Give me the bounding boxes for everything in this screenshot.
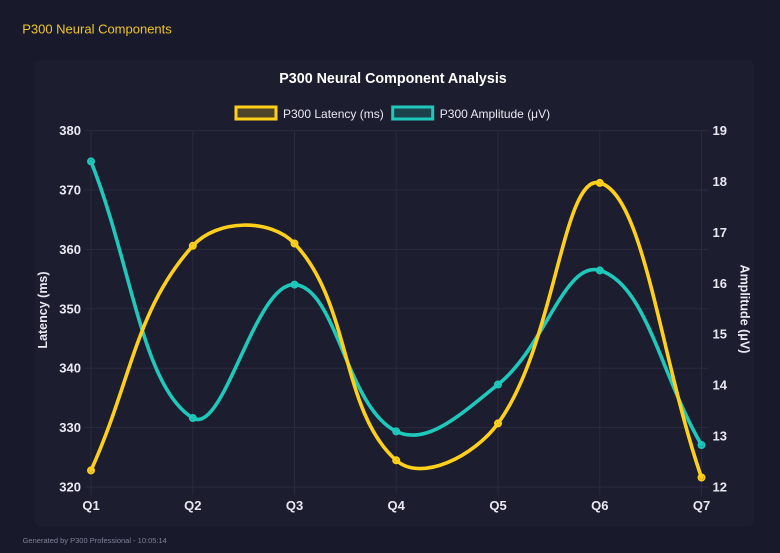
svg-text:330: 330: [59, 420, 81, 435]
svg-text:P300 Latency (ms): P300 Latency (ms): [283, 107, 384, 121]
svg-text:17: 17: [713, 225, 727, 240]
svg-text:P300 Neural Component Analysis: P300 Neural Component Analysis: [279, 71, 507, 87]
svg-text:18: 18: [713, 174, 727, 189]
svg-text:14: 14: [713, 378, 728, 393]
svg-text:15: 15: [713, 327, 727, 342]
svg-text:Q3: Q3: [286, 498, 303, 513]
svg-text:340: 340: [59, 361, 81, 376]
svg-text:Q1: Q1: [82, 498, 99, 513]
svg-text:Q5: Q5: [489, 498, 506, 513]
svg-text:Q7: Q7: [693, 498, 710, 513]
svg-text:Q6: Q6: [591, 498, 608, 513]
svg-text:350: 350: [59, 301, 81, 316]
svg-text:13: 13: [713, 429, 727, 444]
svg-text:320: 320: [59, 480, 81, 495]
svg-text:Q2: Q2: [184, 498, 201, 513]
svg-text:Q4: Q4: [388, 498, 406, 513]
svg-text:12: 12: [713, 480, 727, 495]
svg-text:360: 360: [59, 242, 81, 257]
svg-text:380: 380: [59, 123, 81, 138]
svg-text:P300 Amplitude (μV): P300 Amplitude (μV): [440, 107, 550, 121]
svg-text:Amplitude (μV): Amplitude (μV): [738, 265, 752, 354]
svg-text:19: 19: [713, 123, 727, 138]
svg-text:16: 16: [713, 276, 727, 291]
svg-text:370: 370: [59, 183, 81, 198]
svg-text:P300 Neural Components: P300 Neural Components: [22, 22, 172, 37]
svg-text:Generated by P300 Professional: Generated by P300 Professional - 10:05:1…: [23, 536, 167, 545]
svg-text:Latency (ms): Latency (ms): [36, 271, 50, 348]
